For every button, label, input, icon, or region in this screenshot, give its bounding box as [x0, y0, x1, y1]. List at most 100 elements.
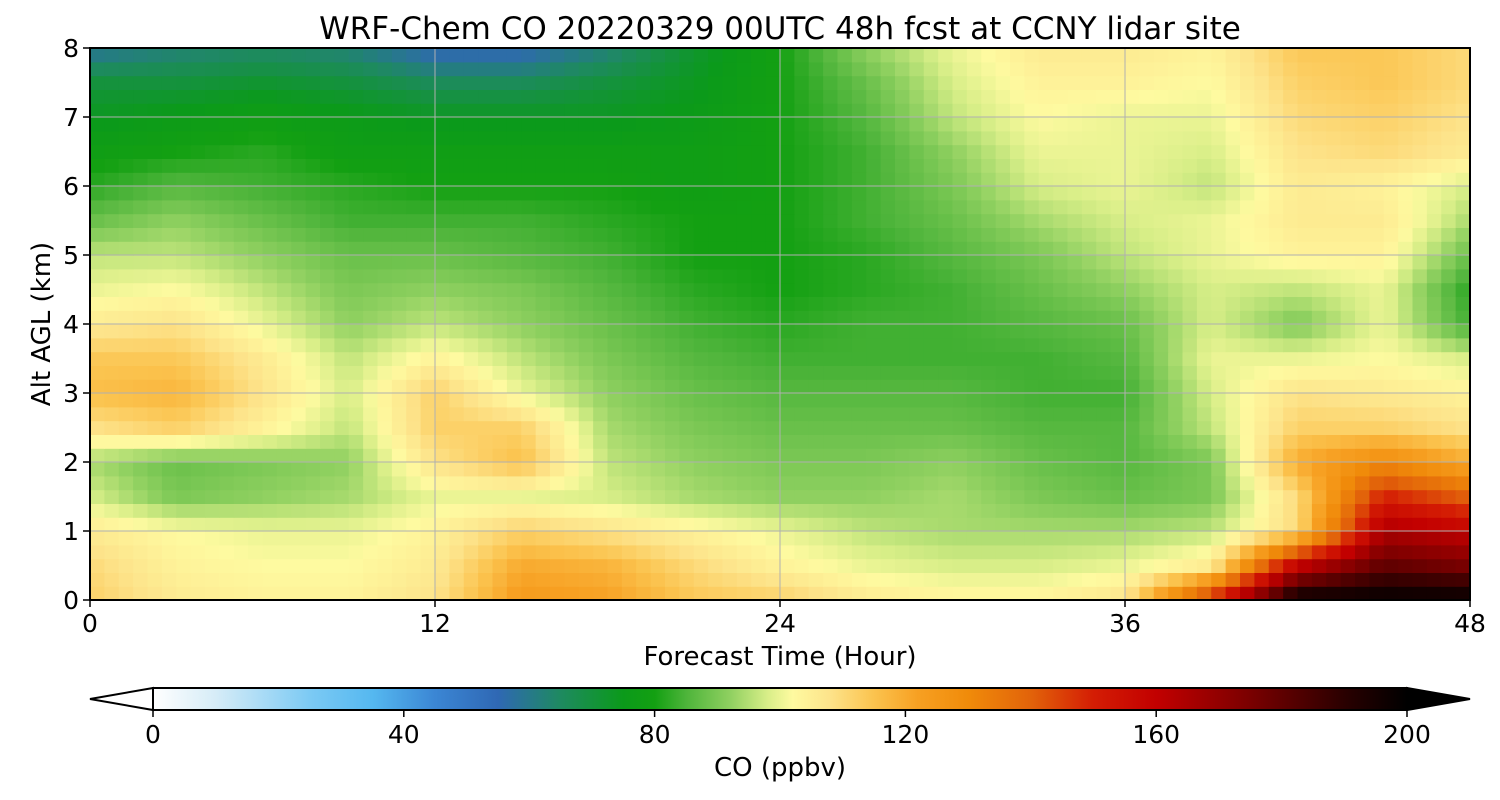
heatmap-cell	[1153, 489, 1169, 504]
heatmap-cell	[665, 503, 680, 518]
heatmap-cell	[938, 241, 954, 256]
heatmap-cell	[895, 324, 910, 339]
heatmap-cell	[1369, 503, 1385, 518]
heatmap-cell	[837, 213, 853, 228]
heatmap-cell	[348, 310, 364, 325]
heatmap-cell	[765, 448, 781, 463]
heatmap-cell	[1211, 48, 1227, 63]
heatmap-cell	[248, 572, 264, 587]
heatmap-cell	[1240, 448, 1255, 463]
heatmap-cell	[1340, 379, 1356, 394]
heatmap-cell	[837, 531, 853, 546]
heatmap-cell	[1110, 172, 1126, 187]
heatmap-cell	[1153, 365, 1169, 380]
heatmap-cell	[1355, 268, 1370, 284]
heatmap-cell	[1240, 227, 1255, 242]
heatmap-cell	[435, 337, 450, 353]
heatmap-cell	[1139, 61, 1155, 77]
heatmap-cell	[578, 213, 594, 228]
heatmap-cell	[679, 351, 695, 366]
heatmap-cell	[593, 572, 609, 587]
heatmap-cell	[621, 462, 637, 477]
heatmap-cell	[564, 420, 580, 435]
heatmap-cell	[722, 434, 738, 449]
heatmap-cell	[1038, 434, 1054, 449]
heatmap-cell	[837, 379, 853, 394]
heatmap-cell	[1326, 531, 1342, 546]
heatmap-cell	[190, 48, 206, 63]
heatmap-cell	[909, 89, 925, 104]
heatmap-cell	[233, 517, 249, 532]
heatmap-cell	[765, 310, 781, 325]
heatmap-cell	[679, 61, 695, 77]
heatmap-cell	[348, 544, 364, 560]
heatmap-cell	[1383, 268, 1399, 284]
heatmap-cell	[794, 544, 810, 560]
heatmap-cell	[636, 296, 652, 311]
heatmap-cell	[521, 393, 537, 408]
heatmap-cell	[1340, 475, 1356, 491]
heatmap-cell	[133, 89, 149, 104]
heatmap-cell	[1067, 406, 1083, 422]
heatmap-cell	[161, 365, 177, 380]
heatmap-cell	[1125, 186, 1140, 201]
heatmap-cell	[1254, 462, 1270, 477]
heatmap-cell	[794, 213, 810, 228]
heatmap-cell	[1053, 434, 1069, 449]
heatmap-cell	[1254, 572, 1270, 587]
heatmap-cell	[161, 489, 177, 504]
heatmap-cell	[1067, 393, 1083, 408]
heatmap-cell	[780, 586, 795, 600]
heatmap-cell	[679, 241, 695, 256]
heatmap-cell	[722, 379, 738, 394]
heatmap-cell	[1024, 351, 1040, 366]
heatmap-cell	[665, 213, 680, 228]
heatmap-cell	[363, 586, 379, 600]
heatmap-cell	[895, 531, 910, 546]
heatmap-cell	[1311, 172, 1327, 187]
heatmap-cell	[765, 379, 781, 394]
heatmap-cell	[1110, 558, 1126, 573]
heatmap-cell	[679, 172, 695, 187]
heatmap-cell	[823, 531, 839, 546]
heatmap-cell	[1455, 379, 1470, 394]
heatmap-cell	[1153, 296, 1169, 311]
heatmap-cell	[478, 227, 494, 242]
heatmap-cell	[147, 324, 163, 339]
heatmap-cell	[90, 517, 105, 532]
heatmap-cell	[176, 241, 192, 256]
heatmap-cell	[995, 434, 1011, 449]
heatmap-cell	[463, 296, 479, 311]
heatmap-cell	[1038, 531, 1054, 546]
heatmap-cell	[90, 475, 105, 491]
heatmap-cell	[262, 434, 278, 449]
heatmap-cell	[1441, 227, 1457, 242]
heatmap-cell	[564, 75, 580, 90]
heatmap-cell	[291, 448, 307, 463]
heatmap-cell	[1067, 420, 1083, 435]
heatmap-cell	[1182, 420, 1198, 435]
heatmap-cell	[1240, 282, 1255, 297]
heatmap-cell	[506, 379, 522, 394]
heatmap-cell	[578, 572, 594, 587]
heatmap-cell	[449, 296, 465, 311]
heatmap-cell	[219, 213, 235, 228]
heatmap-cell	[1369, 324, 1385, 339]
heatmap-cell	[406, 489, 422, 504]
heatmap-cell	[578, 393, 594, 408]
heatmap-cell	[1139, 489, 1155, 504]
heatmap-cell	[276, 75, 292, 90]
heatmap-cell	[765, 130, 781, 146]
heatmap-cell	[176, 268, 192, 284]
heatmap-cell	[118, 199, 134, 215]
heatmap-cell	[593, 489, 609, 504]
heatmap-cell	[1168, 379, 1184, 394]
heatmap-cell	[276, 186, 292, 201]
heatmap-cell	[564, 544, 580, 560]
heatmap-cell	[1326, 462, 1342, 477]
heatmap-cell	[1283, 310, 1299, 325]
heatmap-cell	[1311, 544, 1327, 560]
heatmap-cell	[262, 448, 278, 463]
heatmap-cell	[1168, 324, 1184, 339]
heatmap-cell	[406, 172, 422, 187]
